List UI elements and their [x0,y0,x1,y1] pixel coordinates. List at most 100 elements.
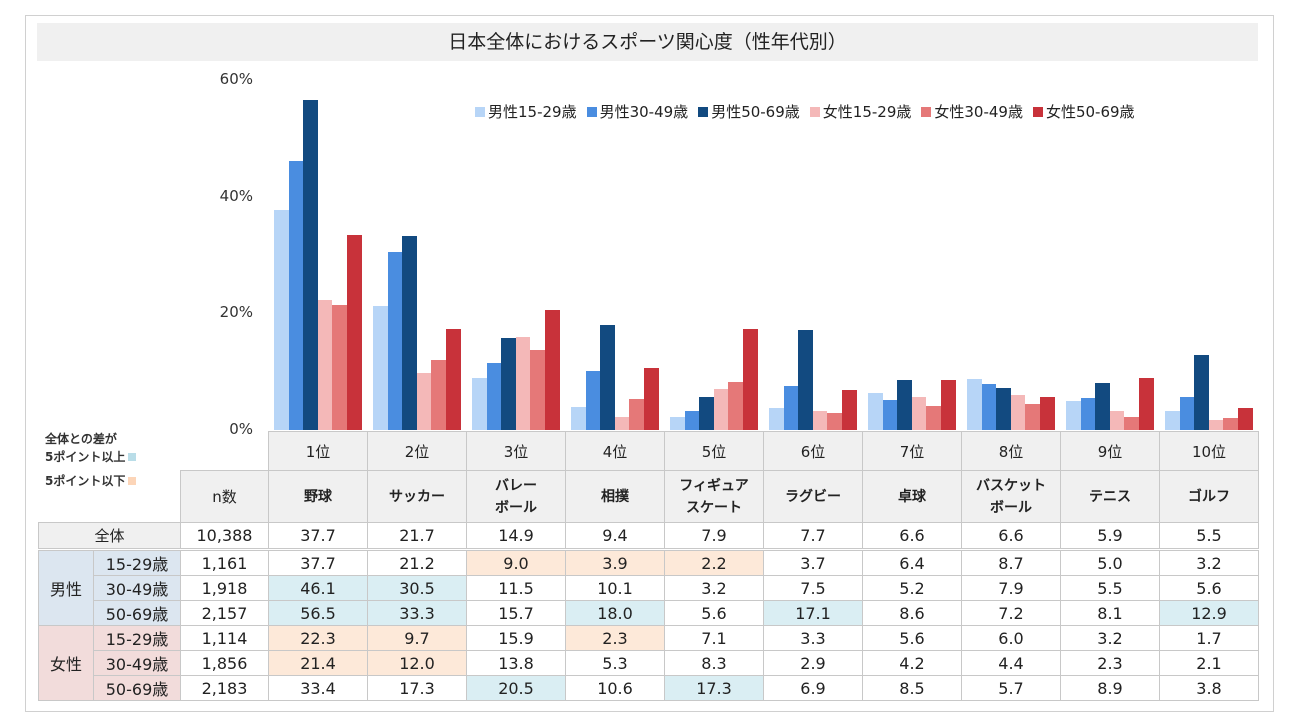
bar-女性50-69歳-3位 [545,310,560,430]
sport-name: フィギュア スケート [664,470,764,523]
table-value: 8.3 [664,650,764,676]
bar-女性15-29歳-2位 [416,373,432,430]
total-value: 21.7 [367,522,467,549]
legend-swatch [809,106,820,117]
rank-header: 4位 [565,431,665,471]
legend-label: 男性30-49歳 [599,103,689,121]
legend-label: 男性15-29歳 [488,103,577,121]
age-label: 30-49歳 [93,650,181,676]
row-n: 2,157 [180,600,269,626]
table-value: 20.5 [466,675,566,701]
bar-男性50-69歳-9位 [1095,382,1110,430]
bar-女性15-29歳-8位 [1010,395,1026,430]
table-value: 8.9 [1060,675,1160,701]
bar-女性30-49歳-10位 [1223,417,1238,430]
row-n: 2,183 [180,675,269,701]
bar-男性30-49歳-9位 [1080,397,1096,430]
table-value: 6.9 [763,675,863,701]
bar-男性15-29歳-2位 [373,306,388,430]
legend-item: 女性30-49歳 [921,101,1023,122]
table-value: 7.9 [961,575,1061,601]
table-value: 13.8 [466,650,566,676]
bar-男性15-29歳-6位 [769,408,784,430]
rank-header: 8位 [961,431,1061,471]
age-label: 30-49歳 [93,575,181,601]
bar-女性50-69歳-7位 [941,380,956,430]
bar-男性30-49歳-5位 [684,411,700,430]
note-line3: 5ポイント以下 [45,474,126,488]
table-value: 21.2 [367,550,467,576]
table-value: 21.4 [268,650,368,676]
rank-header: 5位 [664,431,764,471]
table-value: 12.0 [367,650,467,676]
table-value: 56.5 [268,600,368,626]
bar-男性15-29歳-3位 [472,377,487,430]
table-value: 33.3 [367,600,467,626]
total-value: 5.5 [1159,522,1259,549]
total-n: 10,388 [180,522,269,549]
age-label: 15-29歳 [93,550,181,576]
bar-女性30-49歳-5位 [728,381,743,430]
bar-男性30-49歳-6位 [783,386,799,430]
bar-男性15-29歳-9位 [1066,400,1081,430]
table-value: 15.7 [466,600,566,626]
bar-男性30-49歳-1位 [288,161,304,430]
note-line1: 全体との差が [45,432,117,446]
bar-男性50-69歳-10位 [1194,354,1209,430]
table-value: 3.2 [1060,625,1160,651]
total-value: 37.7 [268,522,368,549]
table-value: 8.6 [862,600,962,626]
row-n: 1,918 [180,575,269,601]
legend-swatch [475,106,485,117]
table-value: 2.1 [1159,650,1259,676]
table-value: 3.8 [1159,675,1259,701]
bar-男性50-69歳-5位 [699,397,714,430]
table-value: 3.2 [664,575,764,601]
table-value: 9.7 [367,625,467,651]
sport-name: 卓球 [862,470,962,523]
bar-女性50-69歳-8位 [1040,396,1055,430]
bar-女性15-29歳-3位 [515,337,531,430]
n-header: n数 [180,470,269,523]
table-value: 8.1 [1060,600,1160,626]
rank-header: 9位 [1060,431,1160,471]
table-value: 46.1 [268,575,368,601]
legend-label: 女性30-49歳 [934,103,1023,121]
bar-男性15-29歳-10位 [1165,411,1180,430]
bar-女性15-29歳-7位 [911,397,927,430]
highlight-note: 全体との差が 5ポイント以上 5ポイント以下 [45,430,137,490]
rank-header: 6位 [763,431,863,471]
bar-女性30-49歳-9位 [1124,416,1139,430]
bar-男性30-49歳-2位 [387,252,403,430]
bar-女性15-29歳-6位 [812,410,828,430]
bar-男性50-69歳-2位 [402,235,417,430]
legend-label: 女性15-29歳 [822,103,912,121]
legend-swatch [586,106,597,117]
group-label: 女性 [38,625,94,701]
sport-name: バレー ボール [466,470,566,523]
table-value: 17.3 [367,675,467,701]
y-tick-label: 20% [219,303,253,322]
bar-男性15-29歳-7位 [868,392,883,430]
table-value: 3.7 [763,550,863,576]
group-label: 男性 [38,550,94,626]
table-value: 5.7 [961,675,1061,701]
y-tick-label: 0% [229,420,253,438]
table-value: 4.2 [862,650,962,676]
bar-男性15-29歳-5位 [670,417,685,430]
below-swatch [128,477,137,485]
legend-swatch [698,106,709,117]
above-swatch [128,453,137,461]
table-value: 17.3 [664,675,764,701]
table-value: 8.5 [862,675,962,701]
legend-item: 男性15-29歳 [475,101,577,122]
sport-name: テニス [1060,470,1160,523]
bar-女性50-69歳-6位 [842,389,857,430]
bar-男性30-49歳-7位 [882,399,898,430]
table-value: 22.3 [268,625,368,651]
sport-name: ゴルフ [1159,470,1259,523]
legend-item: 男性30-49歳 [586,101,689,122]
bar-女性15-29歳-5位 [713,388,729,430]
chart-title: 日本全体におけるスポーツ関心度（性年代別） [37,23,1258,61]
bar-女性15-29歳-10位 [1208,420,1224,430]
